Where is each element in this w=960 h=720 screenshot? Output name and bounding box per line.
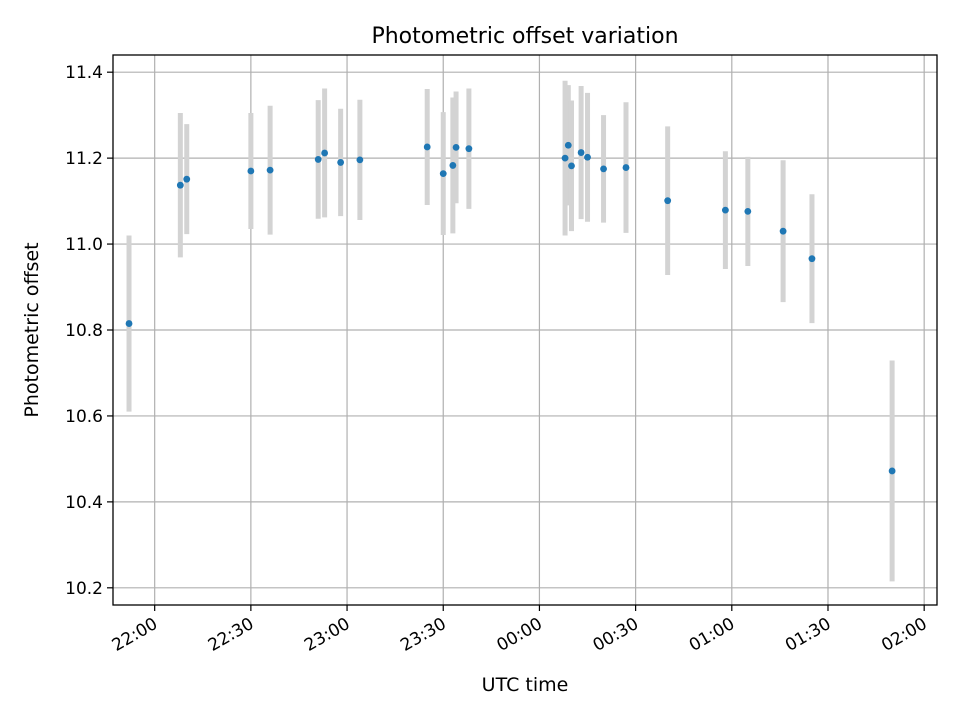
- data-point: [561, 154, 569, 162]
- data-point: [888, 467, 896, 475]
- data-point: [465, 145, 473, 153]
- data-point: [125, 320, 133, 327]
- data-point: [568, 162, 575, 170]
- data-point: [356, 156, 364, 164]
- data-point: [314, 156, 322, 163]
- data-point: [564, 141, 572, 149]
- data-point: [423, 143, 431, 151]
- data-point: [337, 159, 345, 166]
- data-point: [600, 165, 607, 173]
- data-point: [183, 175, 191, 183]
- y-axis-label: Photometric offset: [21, 242, 43, 417]
- data-point: [808, 255, 816, 263]
- data-point: [664, 197, 672, 205]
- chart-title: Photometric offset variation: [371, 24, 678, 49]
- grid: [113, 55, 937, 605]
- data-point: [321, 149, 329, 157]
- data-point: [584, 153, 591, 161]
- y-tick-label: 10.8: [65, 321, 103, 341]
- data-point: [622, 164, 630, 171]
- data-point: [439, 170, 447, 177]
- y-tick-label: 10.6: [65, 407, 103, 427]
- data-point: [247, 167, 255, 175]
- y-tick-label: 10.4: [65, 493, 103, 513]
- data-point: [721, 206, 729, 214]
- y-tick-label: 11.0: [65, 235, 103, 255]
- x-axis-label: UTC time: [482, 674, 569, 696]
- data-points: [125, 141, 896, 475]
- data-point: [577, 149, 585, 156]
- data-point: [779, 227, 787, 235]
- data-point: [744, 208, 752, 215]
- data-point: [176, 181, 184, 189]
- data-point: [266, 166, 274, 174]
- y-tick-label: 10.2: [65, 579, 103, 599]
- y-tick-label: 11.4: [65, 63, 103, 83]
- y-tick-label: 11.2: [65, 149, 103, 169]
- data-point: [449, 162, 457, 169]
- data-point: [452, 143, 460, 151]
